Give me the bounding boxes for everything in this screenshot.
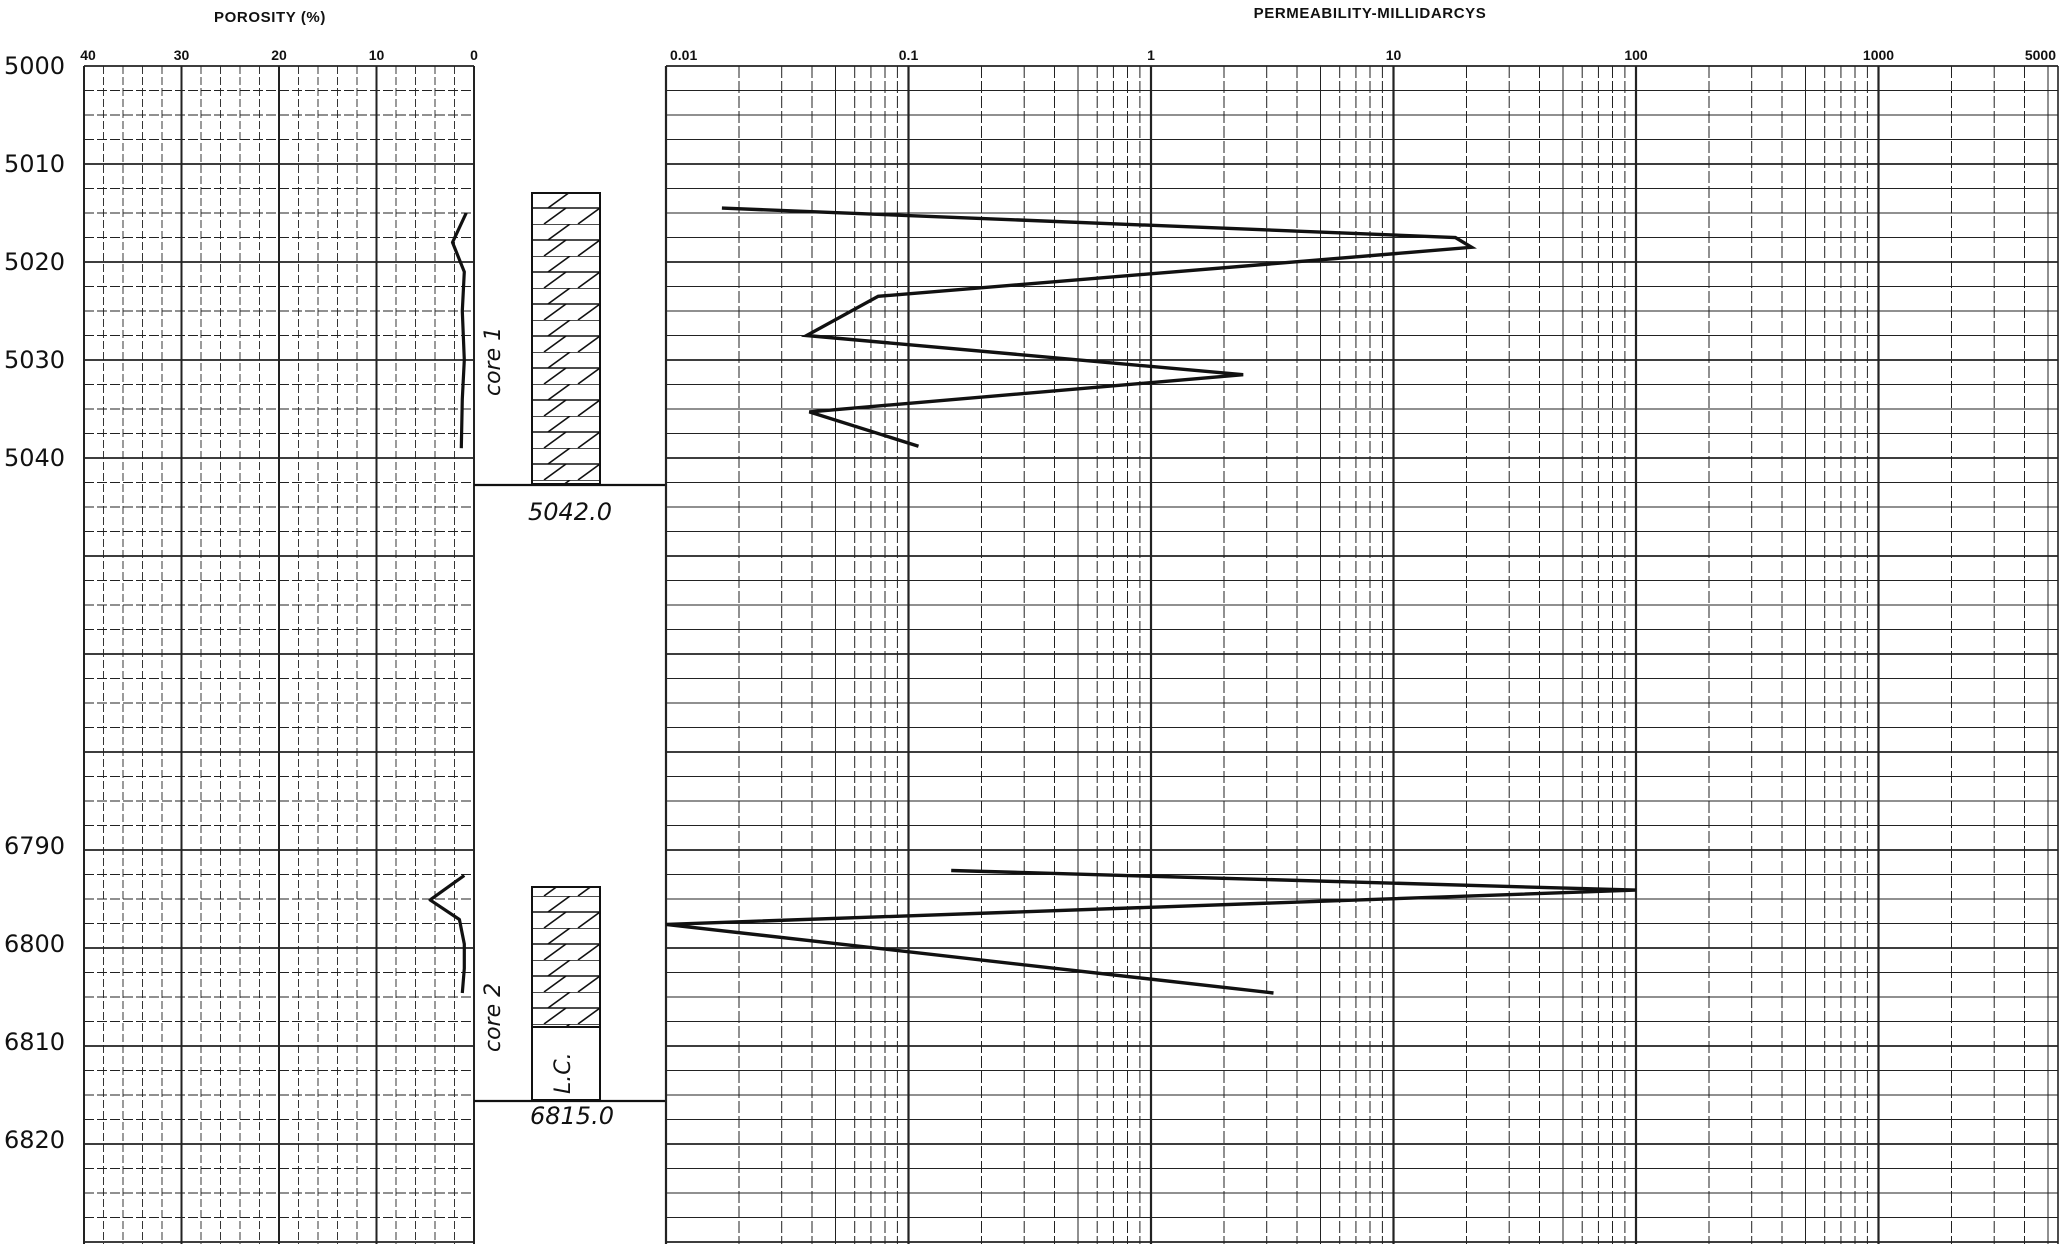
- depth-label: 5040: [4, 444, 65, 472]
- core-2-lost-core: [531, 1026, 601, 1101]
- core-2-label: core 2: [481, 983, 506, 1052]
- permeability-title: PERMEABILITY-MILLIDARCYS: [1254, 5, 1487, 22]
- core-2-lost-core-label: L.C.: [551, 1052, 576, 1094]
- porosity-tick-label: 10: [369, 47, 385, 63]
- depth-label: 6820: [4, 1126, 65, 1154]
- permeability-curve-core-1: [721, 206, 1477, 448]
- porosity-tick-labels: 40 30 20 10 0: [80, 47, 478, 63]
- core-2-bottom-depth: 6815.0: [530, 1102, 614, 1130]
- core-1-bottom-depth: 5042.0: [528, 498, 612, 526]
- porosity-tick-label: 0: [470, 47, 478, 63]
- permeability-tick-label: 100: [1624, 47, 1648, 63]
- permeability-tick-label: 10: [1386, 47, 1402, 63]
- porosity-tick-label: 40: [80, 47, 96, 63]
- porosity-tick-label: 30: [174, 47, 190, 63]
- permeability-tick-label: 1: [1147, 47, 1155, 63]
- depth-label: 6810: [4, 1028, 65, 1056]
- depth-labels: 5000 5010 5020 5030 5040 6790 6800 6810 6820: [4, 52, 65, 1154]
- permeability-tick-label: 0.1: [899, 47, 919, 63]
- depth-label: 5010: [4, 150, 65, 178]
- permeability-tick-labels: 0.01 0.1 1 10 100 1000 5000: [670, 47, 2056, 63]
- permeability-curves: [665, 206, 1637, 995]
- permeability-grid: [664, 65, 2059, 1244]
- porosity-title: POROSITY (%): [214, 9, 326, 26]
- core-2-lithology: [531, 886, 601, 1028]
- core-1-lithology: [531, 192, 601, 485]
- permeability-tick-label: 1000: [1863, 47, 1894, 63]
- core-1-label: core 1: [481, 327, 506, 396]
- depth-label: 6800: [4, 930, 65, 958]
- porosity-curve-core-2: [428, 874, 466, 994]
- core-column: 5042.0 core 1 L.C. 6815.0 core 2: [474, 192, 666, 1130]
- depth-label: 5030: [4, 346, 65, 374]
- permeability-curve-core-2: [665, 868, 1637, 995]
- permeability-tick-label: 5000: [2025, 47, 2056, 63]
- depth-label: 5020: [4, 248, 65, 276]
- depth-label: 5000: [4, 52, 65, 80]
- porosity-grid: [83, 65, 475, 1244]
- porosity-tick-label: 20: [271, 47, 287, 63]
- depth-label: 6790: [4, 832, 65, 860]
- porosity-curves: [428, 212, 468, 994]
- porosity-curve-core-1: [450, 212, 468, 449]
- permeability-tick-label: 0.01: [670, 47, 697, 63]
